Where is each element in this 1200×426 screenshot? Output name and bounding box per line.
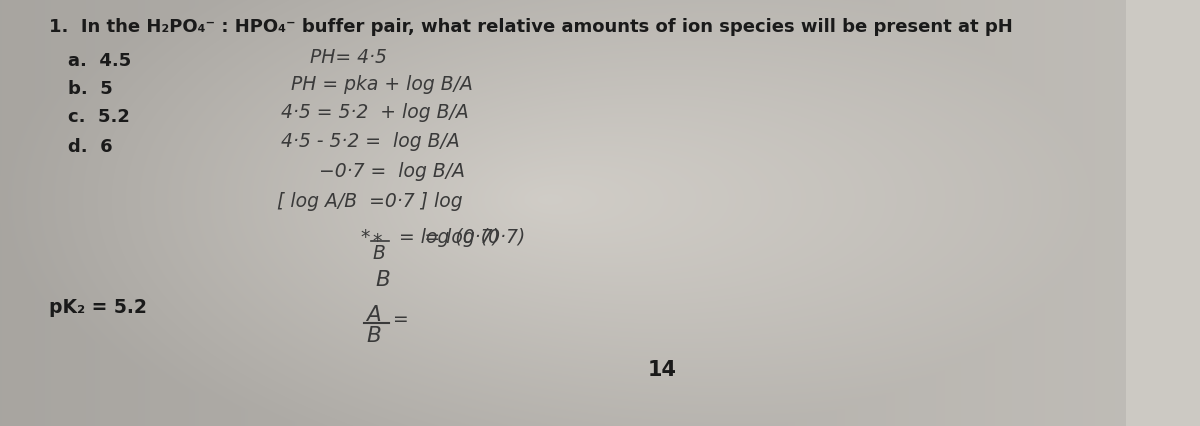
Text: *         = log (0·7): * = log (0·7): [361, 227, 526, 246]
Text: B: B: [372, 243, 385, 262]
Text: A: A: [366, 304, 380, 324]
Text: = log (0·7): = log (0·7): [398, 227, 499, 246]
Text: 1.  In the H₂PO₄⁻ : HPO₄⁻ buffer pair, what relative amounts of ion species will: 1. In the H₂PO₄⁻ : HPO₄⁻ buffer pair, wh…: [49, 18, 1013, 36]
Text: d.  6: d. 6: [67, 138, 112, 155]
Text: B: B: [366, 325, 380, 345]
Text: 4·5 - 5·2 =  log B/A: 4·5 - 5·2 = log B/A: [282, 132, 461, 151]
Text: B: B: [376, 269, 390, 289]
Text: PH= 4·5: PH= 4·5: [310, 48, 386, 67]
Text: 4·5 = 5·2  + log B/A: 4·5 = 5·2 + log B/A: [282, 103, 469, 122]
Text: PH = pka + log B/A: PH = pka + log B/A: [290, 75, 473, 94]
Text: −0·7 =  log B/A: −0·7 = log B/A: [319, 161, 466, 181]
Text: *: *: [372, 231, 382, 250]
Text: c.  5.2: c. 5.2: [67, 108, 130, 126]
Text: [ log A/B  =0·7 ] log: [ log A/B =0·7 ] log: [277, 192, 462, 210]
Text: pK₂ = 5.2: pK₂ = 5.2: [49, 297, 146, 316]
Text: a.  4.5: a. 4.5: [67, 52, 131, 70]
Text: b.  5: b. 5: [67, 80, 113, 98]
Text: =: =: [392, 309, 408, 328]
Text: 14: 14: [648, 359, 677, 379]
